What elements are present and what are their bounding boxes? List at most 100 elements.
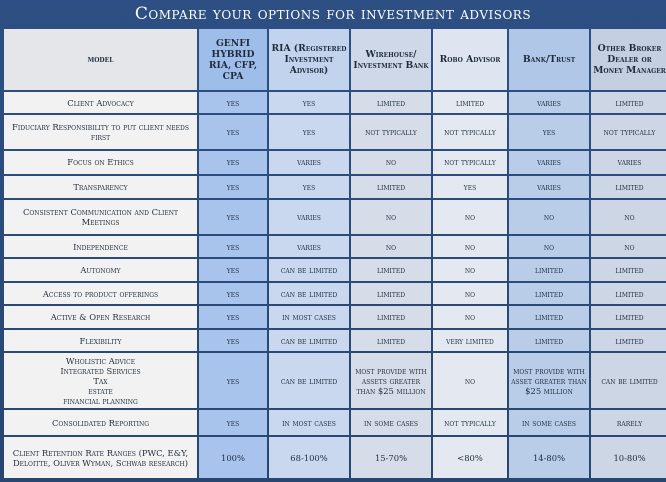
cell-other-broker: limited	[591, 329, 666, 352]
cell-ria: yes	[269, 175, 349, 199]
cell-wirehouse: in some cases	[351, 410, 431, 435]
cell-robo: no	[433, 282, 507, 305]
row-model-line: Wholistic Advice	[65, 355, 136, 366]
cell-genfi: yes	[199, 353, 267, 409]
cell-genfi: yes	[199, 306, 267, 328]
cell-ria: can be limited	[269, 353, 349, 409]
header-ria: RIA (Registered Investment Advisor)	[269, 29, 349, 90]
header-bank-trust: Bank/Trust	[509, 29, 589, 90]
cell-ria: in most cases	[269, 306, 349, 328]
cell-bank-trust: limited	[509, 282, 589, 305]
cell-other-broker: 10-80%	[591, 437, 666, 478]
cell-robo: no	[433, 353, 507, 409]
cell-ria: varies	[269, 235, 349, 258]
table-row: Consistent Communication and Client Meet…	[4, 200, 666, 234]
row-model: Transparency	[4, 175, 197, 199]
cell-genfi: yes	[199, 235, 267, 258]
row-model: Active & Open Research	[4, 306, 197, 328]
row-model: Client Advocacy	[4, 92, 197, 114]
cell-genfi: yes	[199, 410, 267, 435]
cell-wirehouse: no	[351, 200, 431, 234]
cell-genfi: yes	[199, 200, 267, 234]
row-model-line: Integrated Services	[60, 365, 141, 376]
row-model: Client Retention Rate Ranges (PWC, E&Y, …	[4, 437, 197, 478]
cell-wirehouse: limited	[351, 282, 431, 305]
cell-bank-trust: no	[509, 235, 589, 258]
table-row: Transparency yes yes limited yes varies …	[4, 175, 666, 199]
table-row: Wholistic Advice Integrated Services Tax…	[4, 353, 666, 409]
cell-genfi: yes	[199, 282, 267, 305]
cell-ria: varies	[269, 200, 349, 234]
cell-bank-trust: in some cases	[509, 410, 589, 435]
header-genfi: GENFI HYBRID RIA, CFP, CPA	[199, 29, 267, 90]
cell-ria: yes	[269, 92, 349, 114]
row-model-multiline: Wholistic Advice Integrated Services Tax…	[4, 353, 197, 409]
cell-other-broker: can be limited	[591, 353, 666, 409]
cell-genfi: yes	[199, 259, 267, 281]
row-model: Consistent Communication and Client Meet…	[4, 200, 197, 234]
cell-genfi: 100%	[199, 437, 267, 478]
cell-robo: no	[433, 235, 507, 258]
row-model: Consolidated Reporting	[4, 410, 197, 435]
cell-ria: can be limited	[269, 282, 349, 305]
row-model-line: financial planning	[63, 395, 138, 406]
page-title: Compare your options for investment advi…	[134, 3, 532, 24]
table-row: Active & Open Research yes in most cases…	[4, 306, 666, 328]
cell-wirehouse: no	[351, 235, 431, 258]
cell-ria: yes	[269, 115, 349, 150]
row-model-line: estate	[88, 385, 113, 396]
cell-robo: no	[433, 306, 507, 328]
cell-robo: yes	[433, 175, 507, 199]
cell-bank-trust: limited	[509, 306, 589, 328]
cell-ria: 68-100%	[269, 437, 349, 478]
cell-wirehouse: no	[351, 151, 431, 174]
header-model: model	[4, 29, 197, 90]
cell-genfi: yes	[199, 175, 267, 199]
row-model: Autonomy	[4, 259, 197, 281]
row-model-line: Tax	[93, 375, 108, 386]
cell-wirehouse: limited	[351, 329, 431, 352]
cell-bank-trust: 14-80%	[509, 437, 589, 478]
row-model: Independence	[4, 235, 197, 258]
cell-wirehouse: not typically	[351, 115, 431, 150]
cell-robo: no	[433, 259, 507, 281]
cell-other-broker: not typically	[591, 115, 666, 150]
header-wirehouse: Wirehouse/ Investment Bank	[351, 29, 431, 90]
cell-bank-trust: yes	[509, 115, 589, 150]
table-row: Consolidated Reporting yes in most cases…	[4, 410, 666, 435]
cell-other-broker: no	[591, 200, 666, 234]
cell-bank-trust: no	[509, 200, 589, 234]
cell-genfi: yes	[199, 92, 267, 114]
table-header-row: model GENFI HYBRID RIA, CFP, CPA RIA (Re…	[4, 29, 666, 90]
cell-bank-trust: varies	[509, 175, 589, 199]
cell-robo: very limited	[433, 329, 507, 352]
cell-other-broker: limited	[591, 306, 666, 328]
cell-wirehouse: limited	[351, 175, 431, 199]
table-row: Focus on Ethics yes varies no not typica…	[4, 151, 666, 174]
cell-robo: not typically	[433, 151, 507, 174]
row-model: Focus on Ethics	[4, 151, 197, 174]
table-row: Fiduciary Responsibility to put client n…	[4, 115, 666, 150]
cell-robo: <80%	[433, 437, 507, 478]
cell-bank-trust: limited	[509, 259, 589, 281]
cell-bank-trust: limited	[509, 329, 589, 352]
cell-bank-trust: most provide with asset greater than $25…	[509, 353, 589, 409]
cell-wirehouse: limited	[351, 259, 431, 281]
cell-bank-trust: varies	[509, 151, 589, 174]
cell-genfi: yes	[199, 151, 267, 174]
comparison-table: model GENFI HYBRID RIA, CFP, CPA RIA (Re…	[2, 27, 666, 480]
table-row: Autonomy yes can be limited limited no l…	[4, 259, 666, 281]
cell-other-broker: limited	[591, 175, 666, 199]
cell-wirehouse: 15-70%	[351, 437, 431, 478]
table-row: Independence yes varies no no no no	[4, 235, 666, 258]
row-model: Flexibility	[4, 329, 197, 352]
cell-genfi: yes	[199, 115, 267, 150]
cell-bank-trust: varies	[509, 92, 589, 114]
cell-wirehouse: most provide with assets greater than $2…	[351, 353, 431, 409]
cell-robo: limited	[433, 92, 507, 114]
row-model: Access to product offerings	[4, 282, 197, 305]
table-row: Client Advocacy yes yes limited limited …	[4, 92, 666, 114]
cell-wirehouse: limited	[351, 306, 431, 328]
cell-other-broker: no	[591, 235, 666, 258]
